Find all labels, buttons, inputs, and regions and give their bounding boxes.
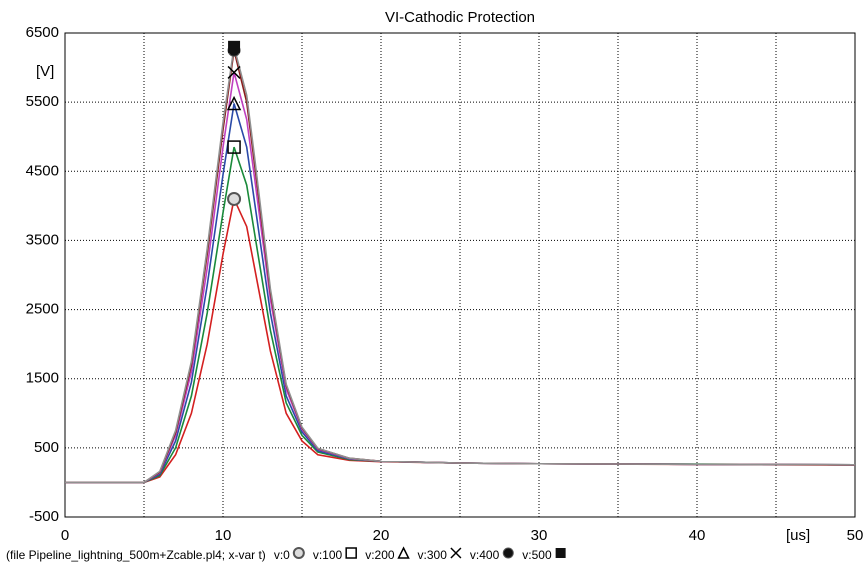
legend-label: v:400 (470, 548, 500, 562)
y-tick-label: 1500 (26, 370, 59, 387)
marker (228, 40, 241, 53)
y-tick-label: 500 (34, 439, 59, 456)
marker (227, 191, 242, 206)
legend-marker (450, 547, 462, 559)
x-tick-label: 40 (689, 527, 706, 544)
y-unit: [V] (36, 63, 54, 80)
x-tick-label: 30 (531, 527, 548, 544)
y-tick-label: -500 (29, 508, 59, 525)
chart-title: VI-Cathodic Protection (385, 9, 535, 26)
legend-label: v:300 (418, 548, 448, 562)
legend-marker (502, 547, 514, 559)
x-unit: [us] (786, 527, 810, 544)
y-tick-label: 3500 (26, 231, 59, 248)
legend-marker (292, 547, 305, 559)
x-tick-label: 0 (61, 527, 69, 544)
series-line (65, 46, 856, 484)
plot-frame (64, 32, 856, 518)
legend-label: v:200 (365, 548, 395, 562)
legend-label: v:100 (313, 548, 343, 562)
legend-marker (555, 548, 566, 558)
y-tick-label: 2500 (26, 301, 59, 318)
footer: (file Pipeline_lightning_500m+Zcable.pl4… (6, 548, 266, 562)
x-tick-label: 20 (373, 527, 390, 544)
legend-marker (345, 547, 357, 559)
legend-marker (397, 546, 410, 559)
y-tick-label: 4500 (26, 162, 59, 179)
y-tick-label: 6500 (26, 24, 59, 41)
marker (227, 65, 241, 79)
y-tick-label: 5500 (26, 93, 59, 110)
legend-label: v:500 (522, 548, 552, 562)
legend-label: v:0 (274, 548, 290, 562)
marker (227, 140, 241, 154)
x-tick-label: 10 (215, 527, 232, 544)
x-tick-label: 50 (847, 527, 864, 544)
marker (226, 95, 242, 111)
